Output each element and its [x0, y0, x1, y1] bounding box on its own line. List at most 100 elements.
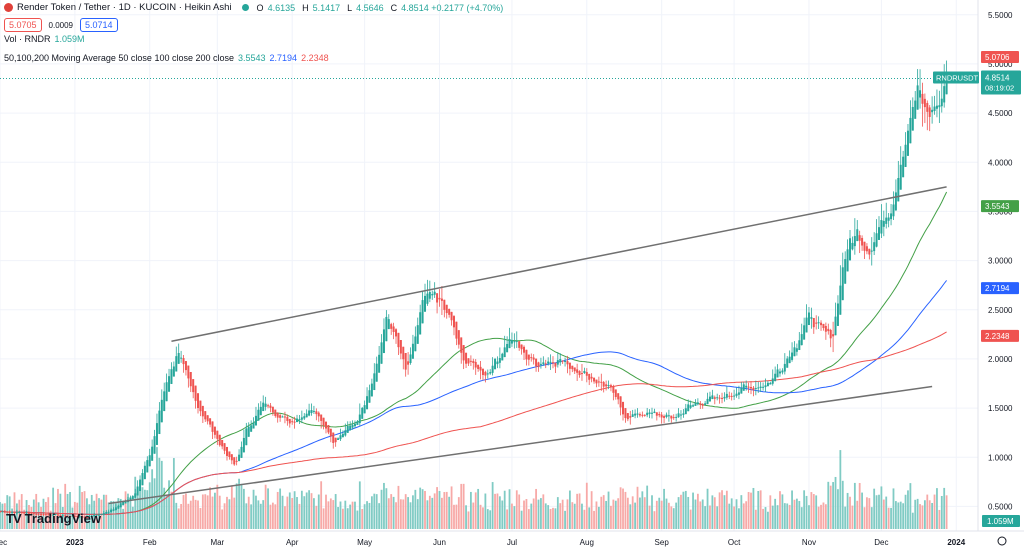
candle-body — [646, 412, 649, 416]
candle-body — [136, 486, 139, 496]
settings-gear-icon[interactable] — [997, 536, 1007, 546]
candle-body — [303, 416, 306, 419]
candle-body — [696, 402, 699, 405]
candle-body — [399, 340, 402, 354]
candle-body — [247, 426, 250, 437]
candle-body — [672, 417, 675, 419]
candle-body — [213, 426, 216, 435]
candle-body — [175, 356, 178, 372]
volume-bar — [255, 495, 257, 529]
candle-body — [622, 401, 625, 415]
x-tick-label: Apr — [286, 538, 299, 547]
candle-body — [155, 423, 158, 445]
tradingview-logo[interactable]: TV TradingView — [6, 511, 101, 526]
candle-body — [595, 379, 598, 384]
x-tick-label: Aug — [580, 538, 594, 547]
volume-bar — [921, 505, 924, 529]
candle-body — [32, 513, 35, 515]
volume-bar — [774, 498, 777, 529]
candle-body — [83, 516, 86, 518]
candle-body — [392, 326, 395, 333]
ma-legend[interactable]: 50,100,200 Moving Average 50 close 100 c… — [4, 53, 329, 63]
volume-bar — [639, 497, 641, 529]
volume-bar — [795, 498, 798, 529]
candle-body — [250, 425, 253, 432]
volume-bar — [54, 503, 57, 529]
candle-body — [759, 386, 762, 388]
volume-bar — [530, 503, 533, 529]
volume-bar — [305, 492, 308, 529]
candle-body — [98, 514, 101, 516]
volume-bar — [49, 510, 52, 529]
volume-bar — [631, 496, 634, 529]
candle-body — [875, 233, 878, 247]
candle-body — [899, 164, 902, 190]
buy-price-button[interactable]: 5.0714 — [80, 18, 118, 32]
candle-body — [322, 417, 325, 426]
candle-body — [206, 415, 209, 422]
candle-body — [660, 414, 663, 418]
candle-body — [276, 412, 279, 418]
volume-bar — [694, 499, 697, 529]
sell-price-button[interactable]: 5.0705 — [4, 18, 42, 32]
candle-body — [940, 98, 943, 107]
candle-body — [332, 432, 335, 443]
volume-bar — [134, 476, 137, 529]
volume-bar — [559, 503, 562, 529]
volume-bar — [356, 510, 359, 529]
volume-bar — [875, 495, 878, 529]
candle-body — [730, 395, 733, 397]
candle-body — [257, 409, 260, 421]
volume-bar — [370, 496, 373, 529]
volume-label: Vol · RNDR — [4, 34, 51, 44]
candle-body — [95, 514, 98, 516]
candle-body — [245, 428, 248, 446]
volume-bar — [139, 481, 141, 529]
volume-legend[interactable]: Vol · RNDR 1.059M — [4, 34, 85, 44]
volume-bar — [938, 509, 941, 529]
volume-bar — [325, 494, 327, 529]
candle-body — [906, 130, 909, 156]
candle-body — [544, 363, 547, 365]
volume-bar — [619, 487, 622, 529]
candle-body — [858, 235, 861, 241]
symbol-title[interactable]: Render Token / Tether · 1D · KUCOIN · He… — [17, 2, 232, 13]
volume-bar — [327, 501, 330, 529]
volume-bar — [578, 493, 581, 529]
candle-body — [228, 451, 231, 457]
candle-body — [102, 513, 105, 515]
candle-body — [370, 383, 373, 397]
volume-bar — [614, 500, 617, 529]
candle-body — [527, 354, 530, 360]
volume-bar — [711, 495, 714, 529]
volume-bar — [776, 505, 779, 529]
candle-body — [699, 403, 702, 405]
volume-bar — [788, 504, 791, 529]
volume-bar — [276, 491, 279, 529]
candle-body — [800, 334, 803, 346]
candle-body — [501, 353, 504, 361]
volume-bar — [832, 482, 835, 529]
volume-bar — [771, 505, 774, 529]
volume-bar — [122, 508, 125, 529]
candle-body — [585, 372, 588, 376]
volume-bar — [1, 503, 4, 529]
volume-bar — [701, 499, 704, 529]
candle-body — [440, 298, 443, 301]
volume-bar — [503, 490, 506, 529]
volume-bar — [525, 499, 528, 529]
volume-bar — [407, 497, 410, 529]
volume-bar — [250, 504, 253, 529]
candle-body — [897, 178, 900, 202]
y-tick-label: 2.0000 — [988, 355, 1013, 364]
x-tick-label: Mar — [210, 538, 224, 547]
candle-body — [851, 242, 854, 250]
volume-bar — [288, 492, 291, 529]
volume-bar — [672, 508, 675, 529]
volume-bar — [395, 502, 397, 529]
candle-body — [812, 317, 815, 328]
volume-bar — [692, 492, 694, 529]
candle-body — [25, 512, 28, 514]
volume-bar — [805, 495, 808, 529]
